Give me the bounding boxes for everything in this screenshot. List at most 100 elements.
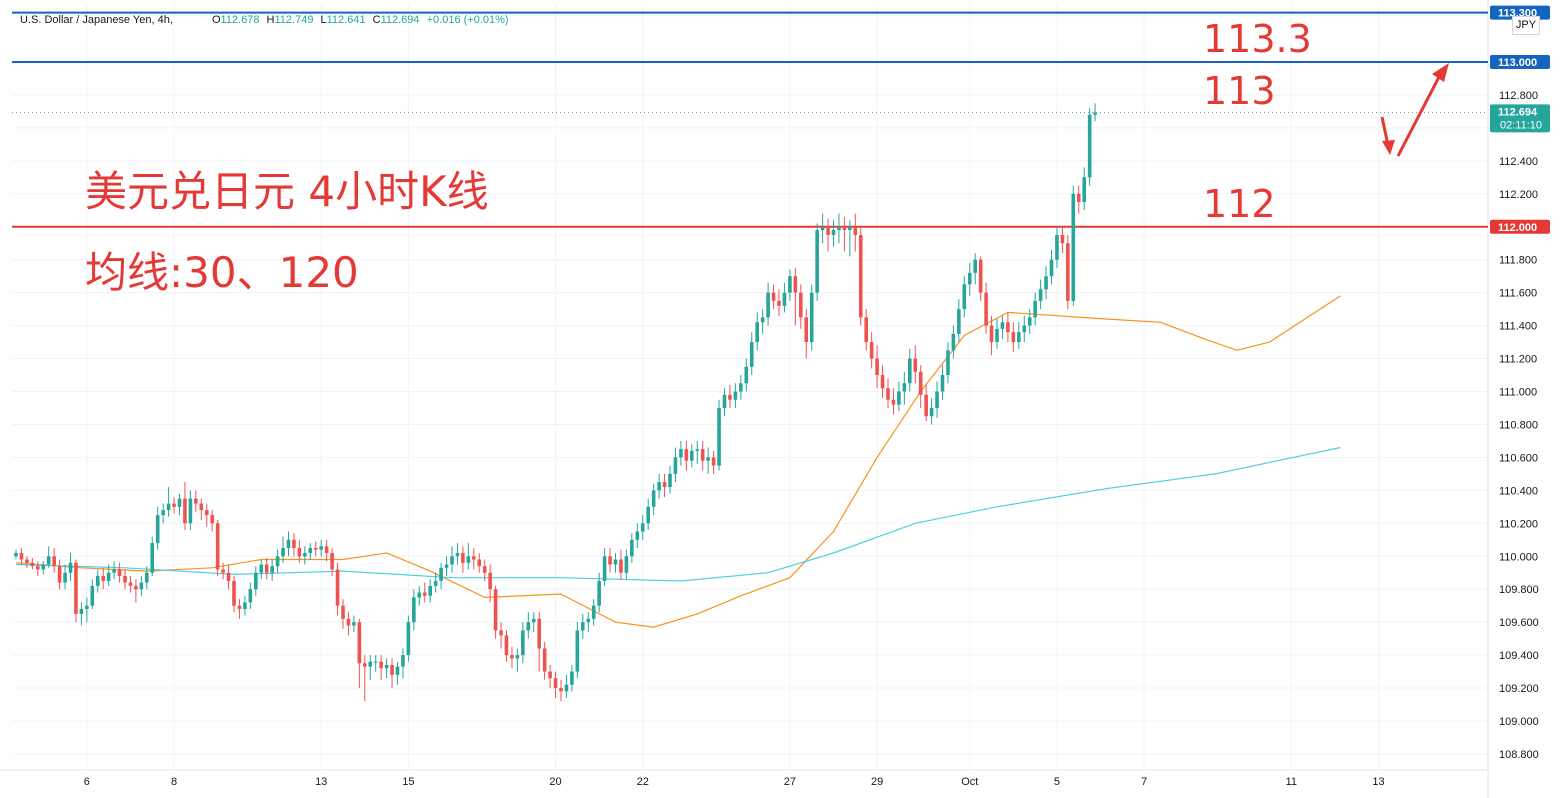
candle-body: [820, 226, 825, 231]
candle-body: [74, 562, 78, 614]
price-tick-label: 110.800: [1499, 419, 1538, 431]
price-tick-label: 111.800: [1499, 255, 1537, 267]
time-tick-label: 13: [1372, 776, 1384, 788]
candle-body: [166, 503, 171, 511]
candle-body: [684, 449, 689, 461]
candle-body: [90, 585, 95, 606]
candle-body: [215, 523, 220, 570]
candle-body: [379, 661, 383, 669]
price-levels: [12, 11, 1488, 228]
time-tick-label: 7: [1141, 776, 1147, 788]
ma-line-ma120: [15, 446, 1341, 582]
price-tick-label: 110.200: [1499, 518, 1538, 530]
candle-body: [155, 515, 160, 544]
candle-body: [248, 589, 253, 603]
price-tick-label: 109.800: [1499, 584, 1539, 596]
candle-body: [297, 548, 302, 557]
time-tick-label: 27: [784, 776, 796, 788]
candle-body: [886, 388, 890, 400]
arrow-up-head: [1432, 63, 1449, 82]
candle-body: [384, 664, 389, 669]
high-label: H: [266, 14, 275, 26]
candle-body: [439, 567, 443, 581]
candle-body: [177, 498, 182, 507]
candle-body: [967, 272, 972, 285]
low-label: L: [320, 14, 327, 26]
candle-body: [531, 618, 536, 623]
annotation-level-113-3: 113.3: [1203, 17, 1312, 61]
candle-body: [134, 585, 138, 590]
candle-body: [924, 394, 928, 417]
candle-body: [188, 498, 193, 524]
candle-body: [1027, 317, 1032, 326]
candle-body: [657, 482, 661, 491]
candle-body: [700, 449, 705, 461]
candle-body: [95, 576, 100, 586]
candle-body: [204, 510, 209, 516]
candle-body: [161, 510, 165, 516]
candle-body: [760, 317, 765, 323]
price-tick-label: 108.800: [1499, 749, 1539, 761]
candle-body: [526, 622, 531, 631]
candle-body: [106, 572, 111, 581]
candle-body: [346, 618, 351, 626]
candle-body: [335, 569, 340, 606]
candle-body: [1000, 322, 1005, 329]
candle-body: [57, 566, 62, 583]
price-tick-label: 111.600: [1499, 288, 1537, 300]
candle-body: [1038, 289, 1043, 301]
annotation-title-line2: 均线:30、120: [85, 248, 359, 297]
time-tick-label: Oct: [961, 776, 978, 788]
candle-body: [123, 576, 127, 583]
candle-body: [940, 375, 945, 392]
candle-body: [581, 622, 585, 631]
candle-body: [537, 618, 541, 649]
time-tick-label: 8: [171, 776, 177, 788]
candle-body: [586, 618, 591, 623]
candle-body: [461, 552, 465, 563]
candle-body: [728, 394, 732, 400]
candle-body: [973, 259, 977, 273]
candle-body: [559, 688, 563, 692]
ohlc-high: H112.749: [267, 14, 314, 26]
candle-body: [935, 391, 939, 408]
candle-body: [46, 556, 51, 565]
candle-body: [913, 358, 918, 372]
time-tick-label: 15: [402, 776, 414, 788]
candle-body: [978, 259, 983, 293]
price-tick-label: 109.400: [1499, 650, 1539, 662]
candle-body: [564, 684, 569, 692]
time-axis[interactable]: 6 8 13 15 20 22 27 29 Oct 5 7 11 13: [84, 776, 1385, 788]
candle-body: [1066, 243, 1070, 301]
high-value: 112.749: [274, 14, 314, 26]
currency-badge[interactable]: JPY: [1512, 16, 1540, 35]
time-tick-label: 29: [871, 776, 883, 788]
candle-body: [1011, 332, 1016, 343]
price-label-badge: [1490, 104, 1550, 133]
candle-body: [630, 539, 634, 557]
candle-body: [662, 482, 667, 488]
ohlc-close: C112.694: [373, 14, 420, 26]
candle-body: [842, 226, 847, 231]
candle-body: [401, 655, 405, 667]
annotation-arrows: [1380, 63, 1449, 157]
candle-body: [1017, 332, 1021, 343]
candle-body: [875, 358, 879, 376]
candle-body: [482, 566, 487, 573]
open-label: O: [211, 14, 221, 26]
candle-body: [624, 556, 629, 573]
candle-body: [570, 671, 574, 685]
price-axis[interactable]: 108.800 109.000 109.200 109.400 109.600 109.8…: [1490, 5, 1550, 761]
candle-body: [128, 582, 133, 586]
price-tick-label: 112.200: [1499, 189, 1538, 201]
candle-body: [591, 605, 596, 619]
candle-body: [640, 523, 645, 532]
arrow-up-shaft: [1396, 74, 1442, 157]
candle-body: [68, 562, 73, 573]
candle-body: [19, 552, 24, 560]
candle-body: [232, 580, 236, 606]
annotation-level-113: 113: [1203, 69, 1276, 113]
candle-body: [259, 564, 264, 573]
candle-body: [433, 580, 438, 586]
